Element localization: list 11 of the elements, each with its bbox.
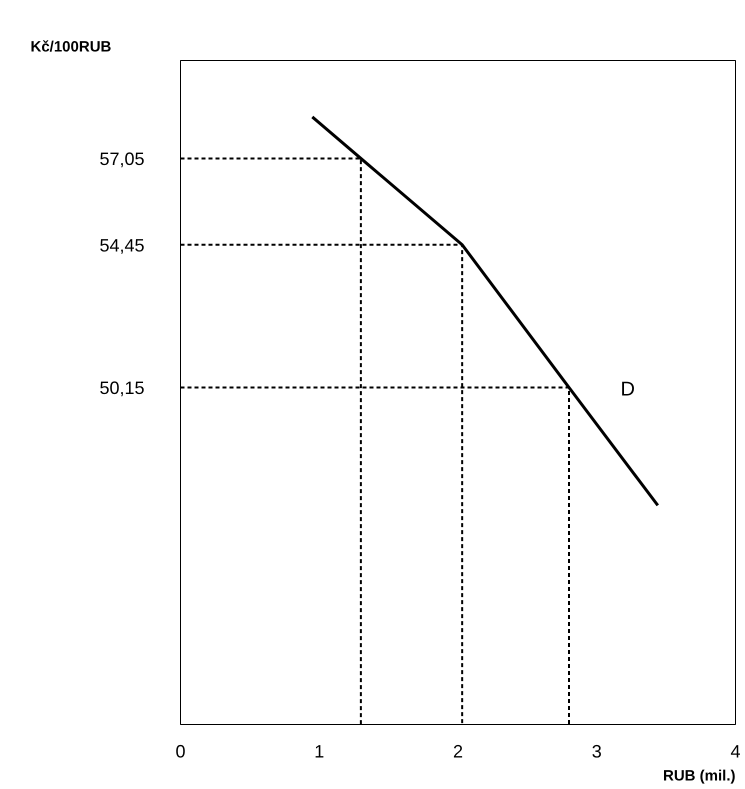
y-tick-label: 54,45 [99,235,145,256]
x-tick-label: 1 [314,742,324,762]
x-axis-title: RUB (mil.) [663,768,736,784]
y-tick-label: 57,05 [99,148,145,169]
y-axis-title: Kč/100RUB [30,38,112,56]
x-tick-label: 4 [730,742,741,762]
x-tick-label: 2 [452,742,464,762]
x-tick-label: 3 [592,742,602,762]
x-tick-label: 0 [175,742,186,762]
annotation: D [620,378,635,400]
y-tick-label: 50,15 [99,378,145,398]
